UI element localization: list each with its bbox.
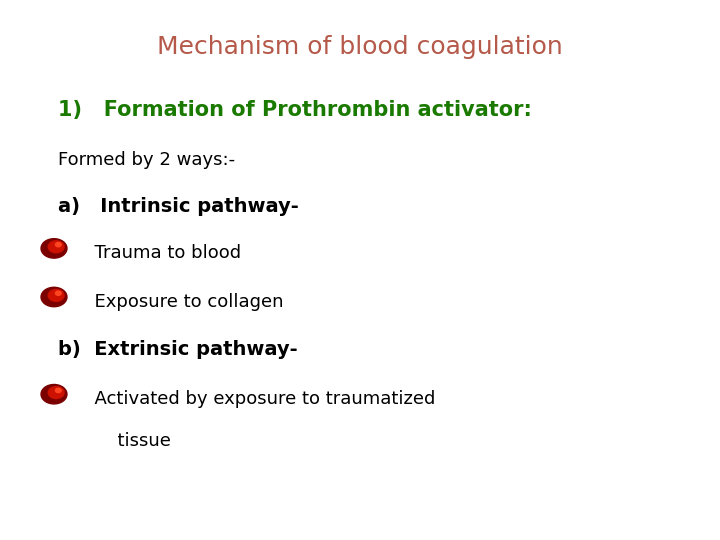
Circle shape bbox=[55, 388, 61, 393]
Circle shape bbox=[48, 387, 64, 399]
Circle shape bbox=[48, 241, 64, 253]
Text: Exposure to collagen: Exposure to collagen bbox=[83, 293, 283, 310]
Text: Formed by 2 ways:-: Formed by 2 ways:- bbox=[58, 151, 235, 169]
Circle shape bbox=[41, 384, 67, 404]
Text: tissue: tissue bbox=[83, 432, 171, 450]
Text: b)  Extrinsic pathway-: b) Extrinsic pathway- bbox=[58, 340, 297, 359]
Circle shape bbox=[55, 291, 61, 295]
Text: a)   Intrinsic pathway-: a) Intrinsic pathway- bbox=[58, 197, 298, 216]
Text: Activated by exposure to traumatized: Activated by exposure to traumatized bbox=[83, 390, 435, 408]
Circle shape bbox=[41, 287, 67, 307]
Text: 1)   Formation of Prothrombin activator:: 1) Formation of Prothrombin activator: bbox=[58, 100, 531, 120]
Circle shape bbox=[41, 239, 67, 258]
Circle shape bbox=[55, 242, 61, 247]
Text: Trauma to blood: Trauma to blood bbox=[83, 244, 241, 262]
Text: Mechanism of blood coagulation: Mechanism of blood coagulation bbox=[157, 35, 563, 59]
Circle shape bbox=[48, 289, 64, 301]
